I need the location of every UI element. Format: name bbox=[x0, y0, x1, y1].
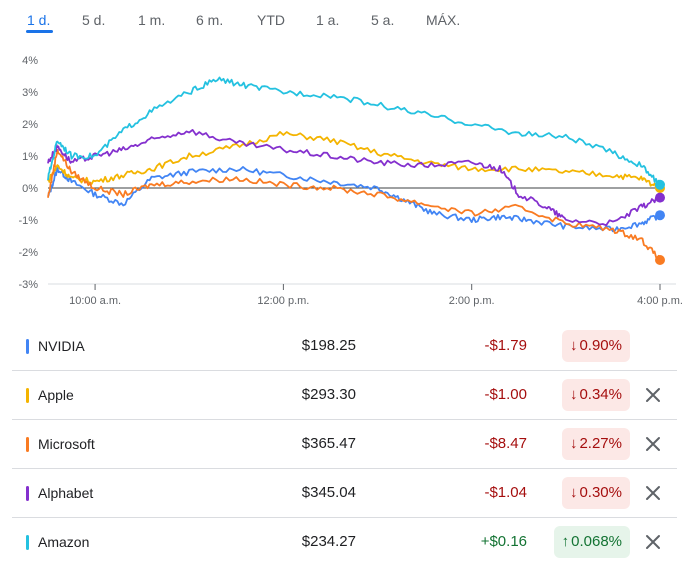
series-line-apple bbox=[47, 131, 661, 191]
y-tick-label: 4% bbox=[22, 55, 38, 67]
stock-row-microsoft[interactable]: Microsoft $365.47 -$8.47 ↓ 2.27% bbox=[12, 420, 677, 469]
stock-row-alphabet[interactable]: Alphabet $345.04 -$1.04 ↓ 0.30% bbox=[12, 469, 677, 518]
series-color-swatch bbox=[26, 388, 29, 403]
stock-price: $293.30 bbox=[301, 386, 356, 403]
tab-ytd[interactable]: YTD bbox=[257, 12, 285, 28]
x-tick-label: 2:00 p.m. bbox=[449, 295, 495, 307]
arrow-up-icon: ↑ bbox=[561, 533, 570, 550]
stock-change: -$8.47 bbox=[484, 435, 527, 452]
x-tick-label: 10:00 a.m. bbox=[69, 295, 121, 307]
y-tick-label: -2% bbox=[18, 247, 38, 259]
close-icon[interactable] bbox=[643, 483, 663, 503]
series-end-dot-microsoft bbox=[655, 255, 665, 265]
stock-change: -$1.04 bbox=[484, 484, 527, 501]
stock-change: -$1.00 bbox=[484, 386, 527, 403]
tab-1d[interactable]: 1 d. bbox=[27, 12, 51, 28]
stock-change: +$0.16 bbox=[480, 533, 527, 550]
arrow-down-icon: ↓ bbox=[569, 435, 578, 452]
y-tick-label: 3% bbox=[22, 87, 38, 99]
percent-change-value: 0.34% bbox=[579, 386, 622, 403]
percent-change-value: 2.27% bbox=[579, 435, 622, 452]
y-tick-label: 1% bbox=[22, 151, 38, 163]
percent-change-badge: ↓ 0.90% bbox=[561, 330, 630, 362]
series-end-dot-amazon bbox=[655, 179, 665, 190]
stock-name: Microsoft bbox=[38, 436, 95, 452]
stock-price: $345.04 bbox=[301, 484, 356, 501]
stock-name: Alphabet bbox=[38, 485, 94, 501]
percent-change-badge: ↓ 0.30% bbox=[561, 477, 630, 509]
stock-price: $365.47 bbox=[301, 435, 356, 452]
tab-1m[interactable]: 1 m. bbox=[138, 12, 166, 28]
arrow-down-icon: ↓ bbox=[569, 386, 578, 403]
tab-1a[interactable]: 1 a. bbox=[316, 12, 340, 28]
series-line-microsoft bbox=[47, 148, 661, 261]
percent-change-value: 0.90% bbox=[579, 337, 622, 354]
y-tick-label: -1% bbox=[18, 215, 38, 227]
series-color-swatch bbox=[26, 339, 29, 354]
stock-price: $234.27 bbox=[301, 533, 356, 550]
percent-change-badge: ↑ 0.068% bbox=[553, 526, 630, 558]
percent-change-badge: ↓ 2.27% bbox=[561, 428, 630, 460]
series-end-dot-alphabet bbox=[655, 192, 665, 203]
percent-change-value: 0.30% bbox=[579, 484, 622, 501]
stock-row-apple[interactable]: Apple $293.30 -$1.00 ↓ 0.34% bbox=[12, 371, 677, 420]
stock-name: NVIDIA bbox=[38, 338, 85, 354]
close-icon[interactable] bbox=[643, 532, 663, 552]
x-tick-label: 12:00 p.m. bbox=[257, 295, 309, 307]
stock-comparison-chart: 4% 3% 2% 1% 0% -1% -2% -3% 10:00 a.m. 12:00 p.m. 2… bbox=[18, 55, 683, 307]
tab-5d[interactable]: 5 d. bbox=[82, 12, 106, 28]
y-tick-label: 0% bbox=[22, 183, 38, 195]
tab-5a[interactable]: 5 a. bbox=[371, 12, 395, 28]
series-color-swatch bbox=[26, 437, 29, 452]
tab-6m[interactable]: 6 m. bbox=[196, 12, 224, 28]
x-tick-label: 4:00 p.m. bbox=[637, 295, 683, 307]
stock-name: Amazon bbox=[38, 534, 90, 550]
series-color-swatch bbox=[26, 535, 29, 550]
stock-name: Apple bbox=[38, 387, 74, 403]
close-icon[interactable] bbox=[643, 434, 663, 454]
time-range-tabs: 1 d. 5 d. 1 m. 6 m. YTD 1 a. 5 a. MÁX. bbox=[0, 0, 689, 36]
active-tab-indicator bbox=[26, 30, 53, 33]
arrow-down-icon: ↓ bbox=[569, 337, 578, 354]
series-end-dot-nvidia bbox=[655, 210, 665, 221]
percent-change-value: 0.068% bbox=[571, 533, 622, 550]
arrow-down-icon: ↓ bbox=[569, 484, 578, 501]
stock-change: -$1.79 bbox=[484, 337, 527, 354]
y-tick-label: 2% bbox=[22, 119, 38, 131]
series-color-swatch bbox=[26, 486, 29, 501]
series-line-alphabet bbox=[47, 129, 661, 227]
stock-row-nvidia[interactable]: NVIDIA $198.25 -$1.79 ↓ 0.90% bbox=[12, 322, 677, 371]
series-line-amazon bbox=[47, 76, 661, 186]
y-tick-label: -3% bbox=[18, 279, 38, 291]
close-icon[interactable] bbox=[643, 385, 663, 405]
stock-row-amazon[interactable]: Amazon $234.27 +$0.16 ↑ 0.068% bbox=[12, 518, 677, 566]
stock-list: NVIDIA $198.25 -$1.79 ↓ 0.90% Apple $293.… bbox=[12, 322, 677, 566]
percent-change-badge: ↓ 0.34% bbox=[561, 379, 630, 411]
tab-max[interactable]: MÁX. bbox=[426, 12, 461, 28]
stock-price: $198.25 bbox=[301, 337, 356, 354]
series-line-nvidia bbox=[47, 166, 661, 233]
